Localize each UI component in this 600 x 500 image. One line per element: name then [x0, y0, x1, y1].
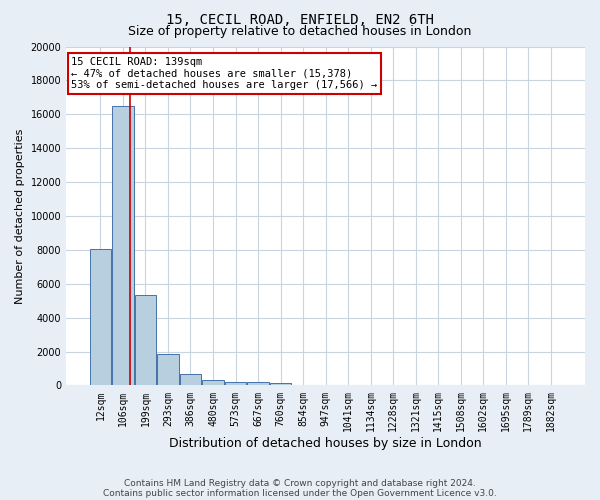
Text: 15 CECIL ROAD: 139sqm
← 47% of detached houses are smaller (15,378)
53% of semi-: 15 CECIL ROAD: 139sqm ← 47% of detached …	[71, 56, 377, 90]
Bar	[157, 354, 179, 386]
Text: Contains public sector information licensed under the Open Government Licence v3: Contains public sector information licen…	[103, 488, 497, 498]
Bar	[90, 249, 111, 386]
X-axis label: Distribution of detached houses by size in London: Distribution of detached houses by size …	[169, 437, 482, 450]
Bar	[180, 374, 201, 386]
Text: Size of property relative to detached houses in London: Size of property relative to detached ho…	[128, 25, 472, 38]
Text: Contains HM Land Registry data © Crown copyright and database right 2024.: Contains HM Land Registry data © Crown c…	[124, 478, 476, 488]
Y-axis label: Number of detached properties: Number of detached properties	[15, 128, 25, 304]
Bar	[135, 295, 156, 386]
Text: 15, CECIL ROAD, ENFIELD, EN2 6TH: 15, CECIL ROAD, ENFIELD, EN2 6TH	[166, 12, 434, 26]
Bar	[202, 380, 224, 386]
Bar	[270, 382, 291, 386]
Bar	[112, 106, 134, 386]
Bar	[225, 382, 246, 386]
Bar	[247, 382, 269, 386]
